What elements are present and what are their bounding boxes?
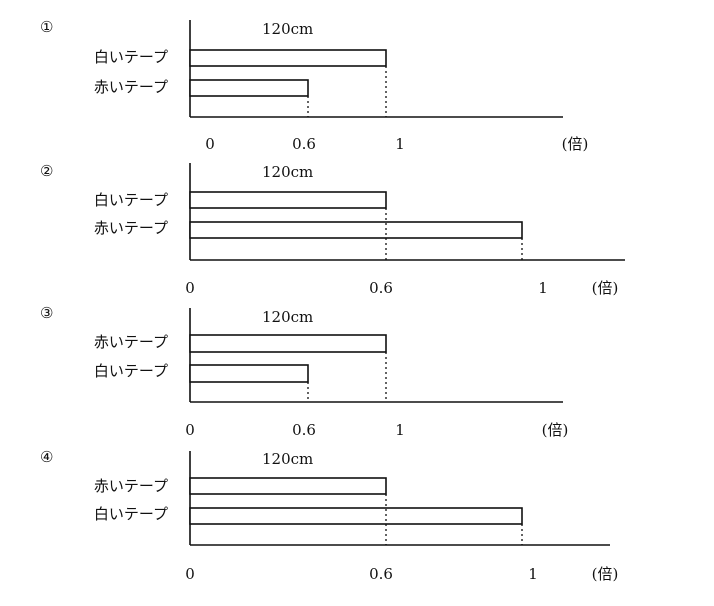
tape-label: 赤いテープ bbox=[94, 78, 168, 96]
tape-label: 白いテープ bbox=[94, 48, 168, 66]
tape bbox=[189, 507, 523, 525]
tape-label: 赤いテープ bbox=[94, 477, 168, 495]
unit-label: (倍) bbox=[542, 421, 569, 439]
tick-label: 0.6 bbox=[369, 565, 393, 583]
tape-label: 白いテープ bbox=[94, 362, 168, 380]
amount-label: 120cm bbox=[262, 308, 313, 326]
amount-label: 120cm bbox=[262, 450, 313, 468]
problem-number: ③ bbox=[40, 304, 53, 322]
unit-label: (倍) bbox=[592, 565, 619, 583]
tape-label: 白いテープ bbox=[94, 505, 168, 523]
tick-label: 0.6 bbox=[369, 279, 393, 297]
problem: ③ 120cm 赤いテープ 白いテープ 0 0.6 1 (倍) bbox=[40, 304, 568, 439]
problem: ④ 120cm 赤いテープ 白いテープ 0 0.6 1 (倍) bbox=[40, 448, 618, 583]
problem: ② 120cm 白いテープ 赤いテープ 0 0.6 1 (倍) bbox=[40, 162, 625, 297]
unit-label: (倍) bbox=[562, 135, 589, 153]
tape bbox=[189, 334, 387, 353]
amount-label: 120cm bbox=[262, 20, 313, 38]
tick-label: 0 bbox=[185, 565, 195, 583]
tape bbox=[189, 221, 523, 239]
amount-label: 120cm bbox=[262, 163, 313, 181]
problem-number: ① bbox=[40, 18, 53, 36]
tick-label: 0.6 bbox=[292, 135, 316, 153]
tick-label: 0.6 bbox=[292, 421, 316, 439]
tape bbox=[189, 477, 387, 495]
tick-label: 1 bbox=[528, 565, 538, 583]
tape-label: 赤いテープ bbox=[94, 219, 168, 237]
tick-label: 1 bbox=[538, 279, 548, 297]
tick-label: 0 bbox=[185, 421, 195, 439]
tape bbox=[189, 49, 387, 67]
tape bbox=[189, 191, 387, 209]
tape bbox=[189, 79, 309, 97]
unit-label: (倍) bbox=[592, 279, 619, 297]
problem-number: ② bbox=[40, 162, 53, 180]
tape-label: 白いテープ bbox=[94, 191, 168, 209]
tape-label: 赤いテープ bbox=[94, 333, 168, 351]
tick-label: 0 bbox=[205, 135, 215, 153]
tape bbox=[189, 364, 309, 383]
problem-number: ④ bbox=[40, 448, 53, 466]
problem: ① 120cm 白いテープ 赤いテープ 0 0.6 1 (倍) bbox=[40, 18, 588, 153]
tick-label: 1 bbox=[395, 135, 405, 153]
tick-label: 1 bbox=[395, 421, 405, 439]
tick-label: 0 bbox=[185, 279, 195, 297]
